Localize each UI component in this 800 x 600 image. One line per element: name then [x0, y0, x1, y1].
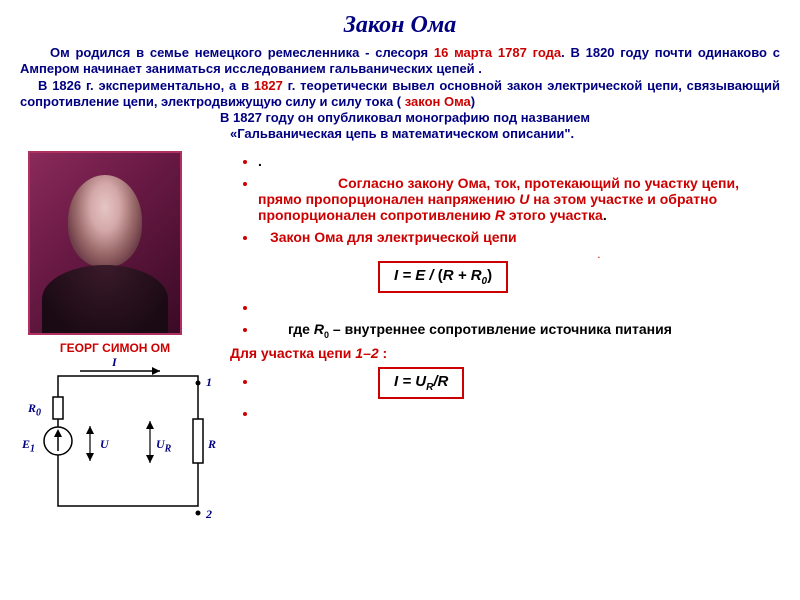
left-column: ГЕОРГ СИМОН ОМ	[20, 147, 220, 521]
intro-date: 16 марта 1787 года	[434, 45, 561, 60]
li-empty2	[258, 405, 780, 421]
page-title: Закон Ома	[20, 12, 780, 39]
intro-1a: Ом родился в семье немецкого ремесленник…	[50, 45, 434, 60]
li-section: Для участка цепи 1–2 :	[230, 345, 780, 361]
circuit-R0: R0	[28, 401, 41, 418]
li-definition: Согласно закону Ома, ток, протекающий по…	[258, 175, 780, 223]
intro-paragraphs: Ом родился в семье немецкого ремесленник…	[20, 45, 780, 143]
circuit-diagram: I 1 2 R0 E1 U UR R	[20, 361, 220, 521]
content-row: ГЕОРГ СИМОН ОМ	[20, 147, 780, 521]
circuit-R: R	[208, 437, 216, 452]
li-circuit-law: Закон Ома для электрической цепи . I = E…	[258, 229, 780, 293]
portrait-name: ГЕОРГ СИМОН ОМ	[10, 341, 220, 355]
circuit-I: I	[112, 355, 117, 370]
intro-3: В 1827 году он опубликовал монографию по…	[220, 110, 590, 125]
intro-4: «Гальваническая цепь в математическом оп…	[230, 126, 574, 141]
circuit-U: U	[100, 437, 109, 452]
li-dot: .	[258, 153, 780, 169]
li-empty1	[258, 299, 780, 315]
portrait-image	[28, 151, 182, 335]
li-formula2: I = UR/R	[258, 367, 780, 399]
intro-law: закон Ома	[405, 94, 471, 109]
law-list: . Согласно закону Ома, ток, протекающий …	[230, 153, 780, 422]
formula-section: I = UR/R	[378, 367, 464, 399]
circuit-UR: UR	[156, 437, 171, 454]
intro-2a: В 1826 г. экспериментально, а в	[38, 78, 254, 93]
circuit-E1: E1	[22, 437, 35, 454]
li-where: где R0 – внутреннее сопротивление источн…	[258, 321, 780, 340]
formula-full: I = E / (R + R0)	[378, 261, 508, 293]
intro-2c: )	[471, 94, 475, 109]
circuit-node1: 1	[206, 375, 212, 390]
intro-year: 1827	[254, 78, 283, 93]
right-column: . Согласно закону Ома, ток, протекающий …	[220, 147, 780, 521]
circuit-node2: 2	[206, 507, 212, 522]
